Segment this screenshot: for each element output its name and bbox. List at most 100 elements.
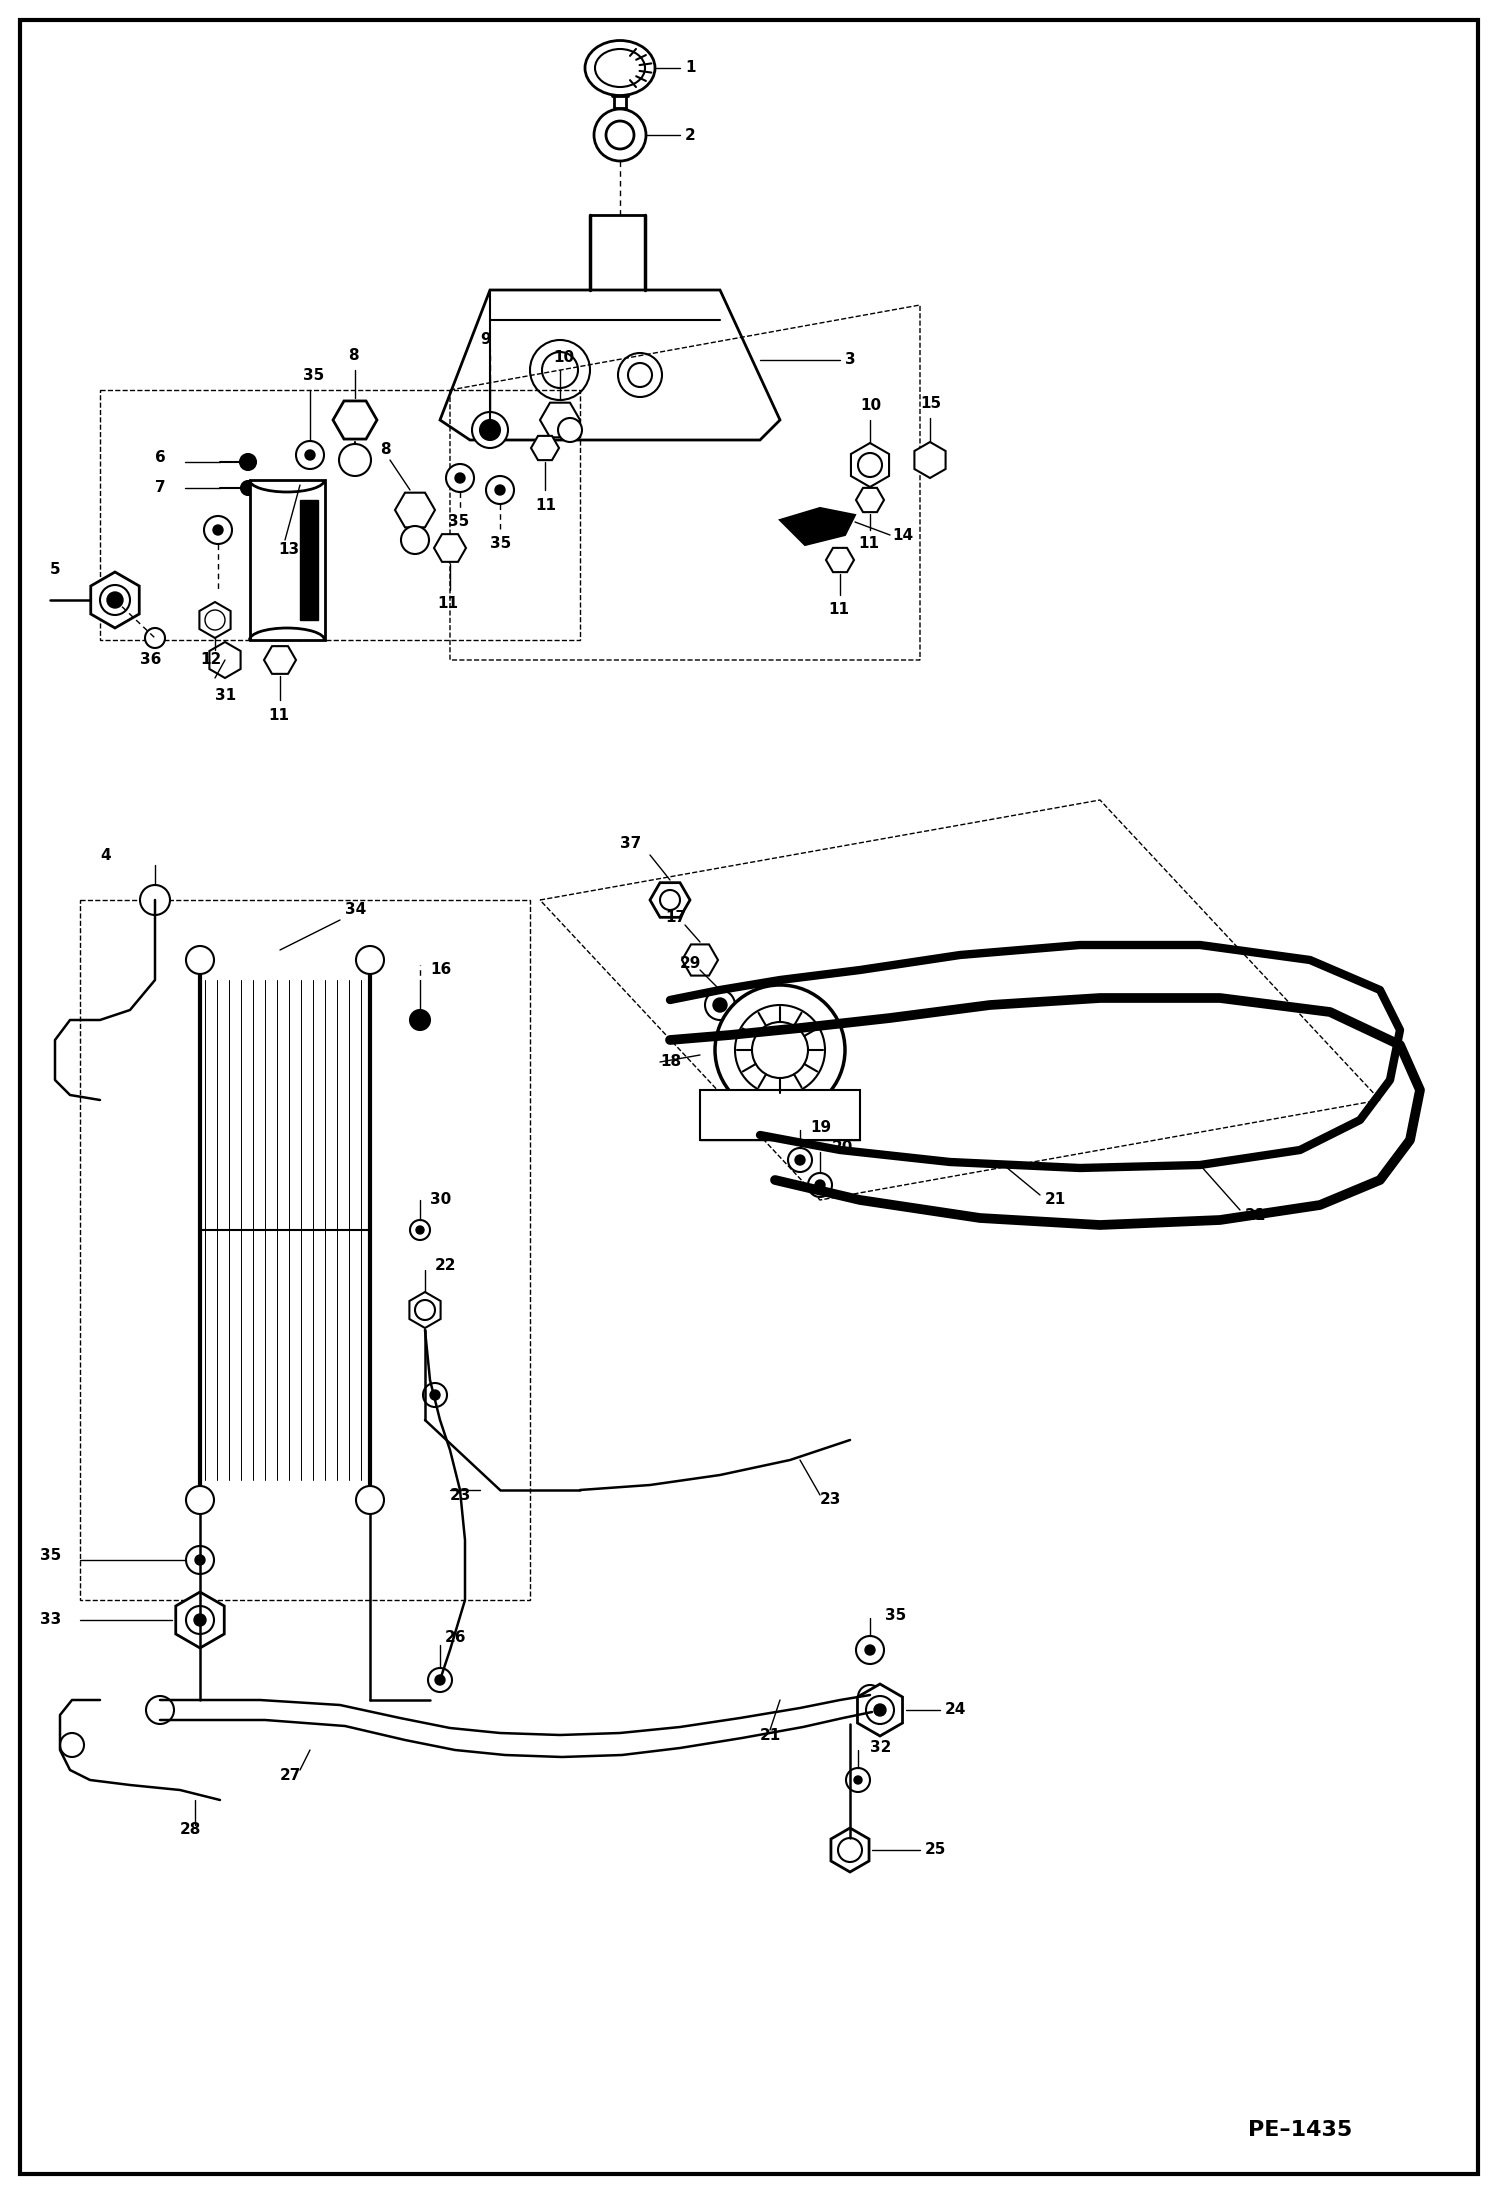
Text: 5: 5 <box>49 562 60 577</box>
Text: 4: 4 <box>100 847 111 862</box>
Text: 21: 21 <box>759 1727 782 1742</box>
Bar <box>250 480 325 641</box>
Text: 28: 28 <box>180 1823 201 1839</box>
Text: 10: 10 <box>860 399 881 412</box>
Polygon shape <box>857 1685 902 1735</box>
Circle shape <box>494 485 505 496</box>
Circle shape <box>145 627 165 647</box>
Text: 24: 24 <box>945 1703 966 1718</box>
Text: 9: 9 <box>479 333 491 347</box>
Circle shape <box>297 441 324 470</box>
Circle shape <box>837 1839 861 1863</box>
Polygon shape <box>199 601 231 638</box>
Circle shape <box>479 419 500 441</box>
Text: 8: 8 <box>348 347 358 362</box>
Circle shape <box>715 985 845 1115</box>
Circle shape <box>619 353 662 397</box>
Circle shape <box>139 884 169 915</box>
Text: 11: 11 <box>268 706 289 722</box>
Circle shape <box>357 946 383 974</box>
Text: 35: 35 <box>885 1608 906 1624</box>
Circle shape <box>195 1556 205 1564</box>
Circle shape <box>858 452 882 476</box>
Text: 15: 15 <box>920 397 941 412</box>
Polygon shape <box>914 441 945 478</box>
Text: 14: 14 <box>891 527 914 542</box>
Text: 18: 18 <box>661 1055 682 1068</box>
Circle shape <box>854 1775 861 1784</box>
Circle shape <box>846 1768 870 1792</box>
Text: 20: 20 <box>831 1141 854 1156</box>
Circle shape <box>306 450 315 461</box>
Polygon shape <box>825 548 854 573</box>
Circle shape <box>807 1174 831 1198</box>
Circle shape <box>60 1733 84 1757</box>
Circle shape <box>100 586 130 614</box>
Polygon shape <box>333 402 377 439</box>
Circle shape <box>416 1226 424 1233</box>
Circle shape <box>357 1485 383 1514</box>
Circle shape <box>401 527 428 555</box>
Circle shape <box>873 1705 885 1716</box>
Text: 7: 7 <box>154 480 166 496</box>
Circle shape <box>415 1301 434 1321</box>
Circle shape <box>410 1009 430 1029</box>
Circle shape <box>595 110 646 160</box>
Ellipse shape <box>595 48 646 88</box>
Ellipse shape <box>586 39 655 97</box>
Text: 35: 35 <box>303 369 324 382</box>
Circle shape <box>213 524 223 535</box>
Circle shape <box>186 1485 214 1514</box>
Polygon shape <box>264 647 297 674</box>
Circle shape <box>205 610 225 630</box>
Text: 16: 16 <box>430 963 451 979</box>
Text: 11: 11 <box>828 603 849 617</box>
Circle shape <box>186 1547 214 1573</box>
Circle shape <box>485 476 514 505</box>
Text: 34: 34 <box>345 902 366 917</box>
Circle shape <box>788 1147 812 1172</box>
Polygon shape <box>395 494 434 527</box>
Circle shape <box>430 1391 440 1400</box>
Text: 36: 36 <box>139 652 162 667</box>
Polygon shape <box>175 1593 225 1648</box>
Bar <box>700 1090 860 1141</box>
Text: 31: 31 <box>216 687 237 702</box>
Circle shape <box>240 454 256 470</box>
Text: 13: 13 <box>279 542 300 557</box>
Text: 8: 8 <box>380 443 391 459</box>
Text: 35: 35 <box>490 535 511 551</box>
Circle shape <box>661 891 680 911</box>
Polygon shape <box>530 437 559 461</box>
Text: 19: 19 <box>810 1121 831 1136</box>
Bar <box>100 391 580 641</box>
Text: 26: 26 <box>445 1630 466 1646</box>
Text: 23: 23 <box>819 1492 842 1507</box>
Circle shape <box>706 989 736 1020</box>
Circle shape <box>530 340 590 399</box>
Text: 27: 27 <box>280 1768 301 1782</box>
Circle shape <box>186 946 214 974</box>
Circle shape <box>855 1637 884 1663</box>
Circle shape <box>422 1382 446 1406</box>
Circle shape <box>428 1667 452 1692</box>
Circle shape <box>607 121 634 149</box>
Polygon shape <box>440 290 780 441</box>
Circle shape <box>145 1696 174 1724</box>
Text: 23: 23 <box>449 1488 472 1503</box>
Text: 30: 30 <box>430 1194 451 1207</box>
Text: 35: 35 <box>448 516 469 529</box>
Circle shape <box>557 419 583 441</box>
Text: 11: 11 <box>858 538 879 551</box>
Text: 21: 21 <box>1046 1194 1067 1207</box>
Text: 17: 17 <box>665 911 686 926</box>
Text: 3: 3 <box>845 353 855 369</box>
Circle shape <box>858 1685 882 1709</box>
Text: 6: 6 <box>154 450 166 465</box>
Polygon shape <box>210 643 241 678</box>
Circle shape <box>434 1674 445 1685</box>
Circle shape <box>339 443 372 476</box>
Polygon shape <box>539 404 580 437</box>
Text: 33: 33 <box>40 1613 61 1628</box>
Circle shape <box>542 351 578 388</box>
